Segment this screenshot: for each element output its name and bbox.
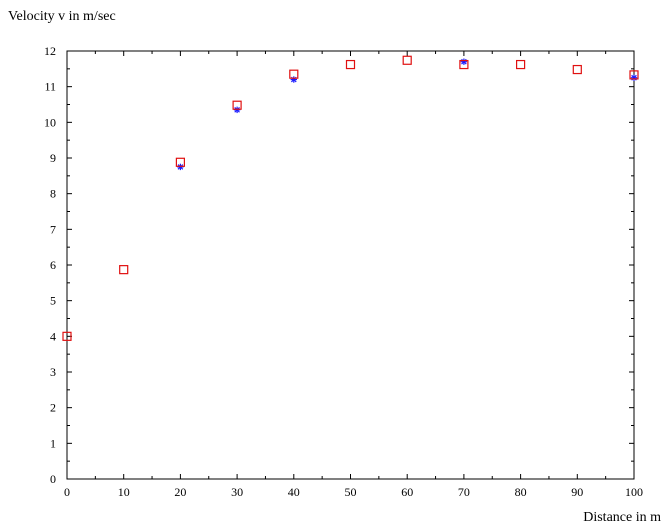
data-point-square	[459, 59, 469, 70]
data-point-star	[290, 76, 297, 83]
x-tick-label: 10	[118, 485, 130, 499]
y-tick-label: 12	[44, 44, 56, 58]
data-point-square	[119, 265, 129, 275]
y-tick-label: 4	[50, 329, 56, 343]
data-marks	[62, 55, 639, 341]
y-tick-label: 11	[44, 80, 56, 94]
x-tick-label: 50	[345, 485, 357, 499]
x-tick-label: 70	[458, 485, 470, 499]
axis-ticks	[66, 50, 635, 480]
data-point-square	[175, 157, 185, 167]
data-point-star	[177, 163, 184, 171]
x-tick-label: 0	[64, 485, 70, 499]
data-point-square	[515, 59, 526, 70]
x-tick-label: 80	[515, 485, 527, 499]
x-tick-label: 60	[401, 485, 413, 499]
data-point-square	[62, 331, 72, 341]
x-axis-label: Distance in m	[583, 510, 661, 525]
x-tick-label: 90	[571, 485, 583, 499]
data-point-square	[232, 100, 242, 110]
y-tick-label: 3	[50, 365, 56, 379]
data-point-star	[630, 74, 638, 81]
data-point-square	[402, 55, 412, 65]
y-axis-label: Velocity v in m/sec	[8, 9, 116, 24]
y-tick-label: 6	[50, 258, 56, 272]
data-point-star	[233, 106, 241, 114]
x-tick-label: 40	[288, 485, 300, 499]
data-point-square	[345, 59, 356, 70]
x-tick-label: 30	[231, 485, 243, 499]
y-tick-label: 5	[50, 294, 56, 308]
data-point-star	[460, 58, 468, 65]
x-tick-label: 20	[174, 485, 186, 499]
y-tick-label: 9	[50, 151, 56, 165]
y-tick-label: 0	[50, 472, 56, 486]
data-point-square	[572, 64, 582, 75]
y-tick-label: 10	[44, 115, 56, 129]
y-tick-label: 8	[50, 187, 56, 201]
x-tick-label: 100	[625, 485, 643, 499]
y-tick-label: 2	[50, 401, 56, 415]
plot-frame	[66, 50, 635, 480]
y-tick-label: 7	[50, 222, 56, 236]
data-point-square	[289, 69, 299, 79]
data-point-square	[629, 70, 639, 80]
y-tick-label: 1	[50, 436, 56, 450]
